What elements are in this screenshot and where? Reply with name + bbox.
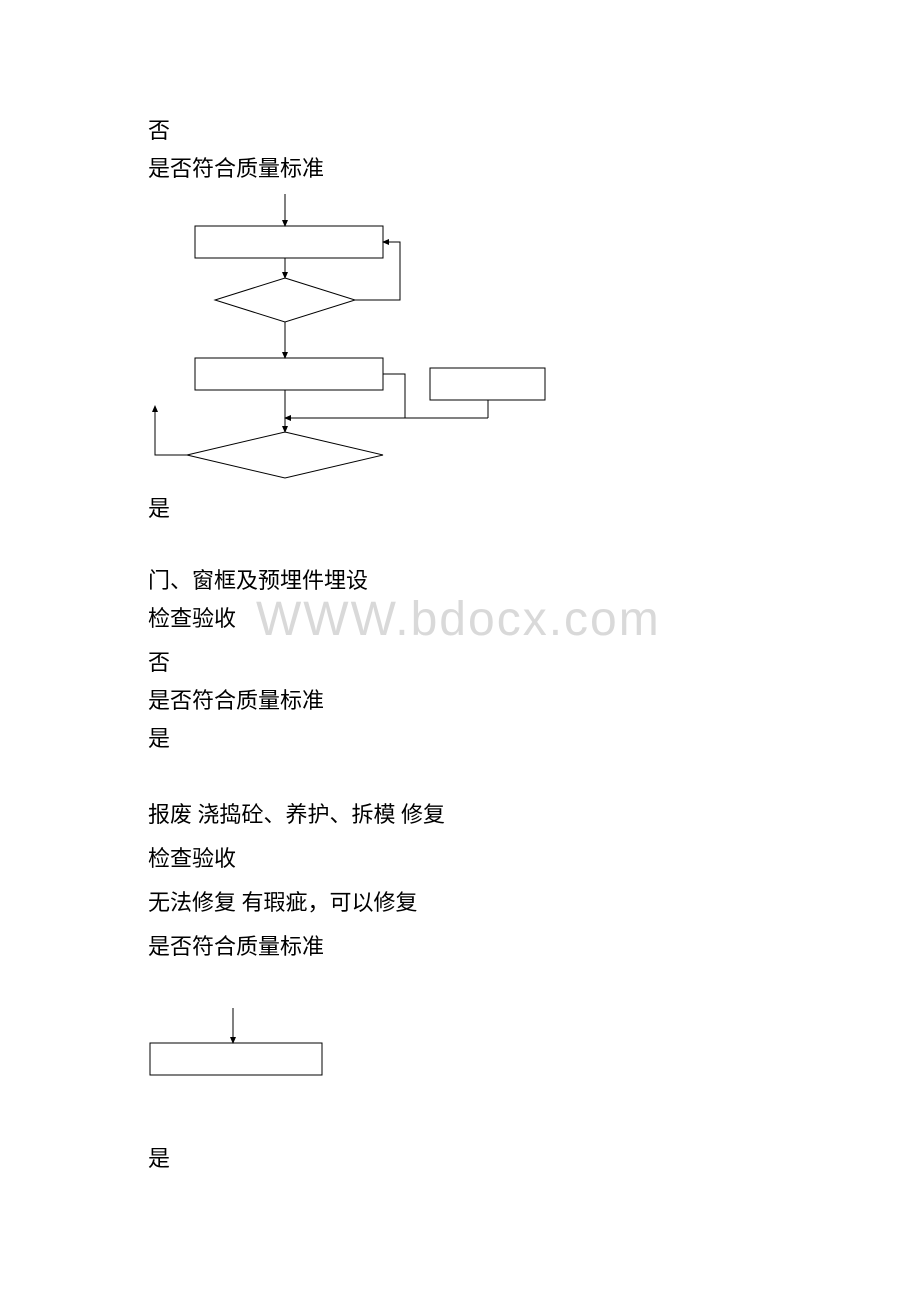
text-line-8: 是 — [148, 724, 170, 755]
text-line-9: 报废 浇捣砼、养护、拆模 修复 — [148, 800, 445, 831]
flowchart-lower — [0, 1000, 920, 1120]
text-line-6: 否 — [148, 648, 170, 679]
text-line-10: 检查验收 — [148, 844, 236, 875]
text-line-5: 检查验收 — [148, 604, 236, 635]
flowchart-upper — [0, 0, 920, 500]
text-line-11: 无法修复 有瑕疵，可以修复 — [148, 888, 418, 919]
text-line-7: 是否符合质量标准 — [148, 686, 324, 717]
watermark-text: WWW.bdocx.com — [256, 592, 661, 647]
text-line-12: 是否符合质量标准 — [148, 932, 324, 963]
text-line-13: 是 — [148, 1144, 170, 1175]
